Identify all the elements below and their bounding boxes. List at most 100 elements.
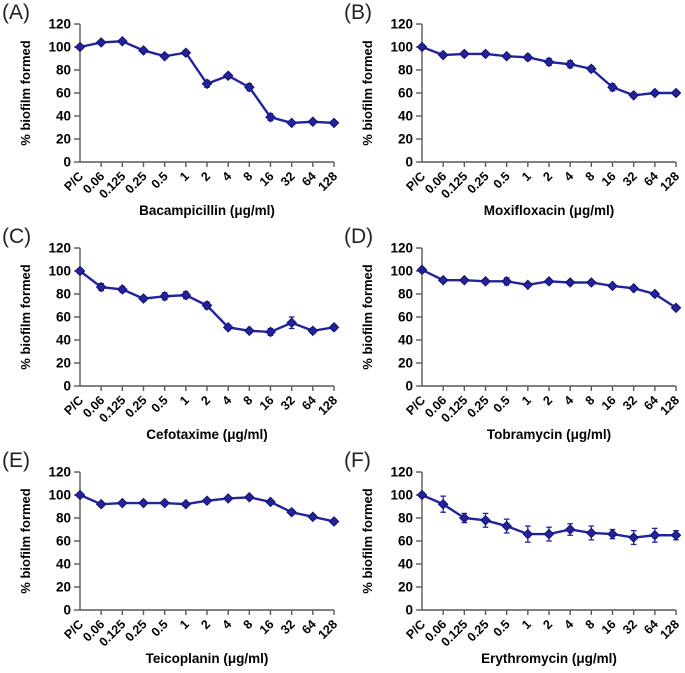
svg-text:100: 100 xyxy=(390,40,413,55)
svg-text:8: 8 xyxy=(241,169,256,184)
chart-panel-f: (F) 0 20 40 60 80 100 120 P/C 0.06 0.125 0.25 0.5 1 2… xyxy=(342,448,685,673)
svg-text:60: 60 xyxy=(56,310,71,325)
chart-panel-d: (D) 0 20 40 60 80 100 120 P/C 0.06 0.125 0.25 0.5 1 2… xyxy=(342,224,685,448)
svg-text:16: 16 xyxy=(257,393,277,413)
svg-text:Bacampicillin (μg/ml): Bacampicillin (μg/ml) xyxy=(139,203,275,218)
svg-text:32: 32 xyxy=(278,169,298,189)
svg-text:0.25: 0.25 xyxy=(465,169,492,196)
svg-text:32: 32 xyxy=(620,169,640,189)
svg-text:32: 32 xyxy=(278,617,298,637)
svg-text:120: 120 xyxy=(390,17,413,32)
svg-text:20: 20 xyxy=(56,132,71,147)
svg-text:0: 0 xyxy=(63,603,71,618)
svg-text:60: 60 xyxy=(398,86,413,101)
svg-text:40: 40 xyxy=(398,109,413,124)
panel-label-c: (C) xyxy=(2,225,32,248)
svg-text:128: 128 xyxy=(315,617,340,642)
svg-text:8: 8 xyxy=(583,393,598,408)
svg-text:80: 80 xyxy=(56,287,71,302)
svg-text:16: 16 xyxy=(257,617,277,637)
svg-text:16: 16 xyxy=(257,169,277,189)
svg-text:Erythromycin (μg/ml): Erythromycin (μg/ml) xyxy=(481,651,617,666)
svg-text:0: 0 xyxy=(405,603,413,618)
svg-text:80: 80 xyxy=(56,63,71,78)
svg-text:32: 32 xyxy=(278,393,298,413)
svg-text:20: 20 xyxy=(56,580,71,595)
svg-text:1: 1 xyxy=(519,617,534,632)
svg-text:2: 2 xyxy=(198,169,213,184)
svg-text:2: 2 xyxy=(198,393,213,408)
svg-text:0.5: 0.5 xyxy=(491,617,513,639)
svg-text:4: 4 xyxy=(561,393,576,408)
svg-text:128: 128 xyxy=(315,169,340,194)
svg-text:64: 64 xyxy=(641,169,661,189)
svg-text:20: 20 xyxy=(398,132,413,147)
panel-label-d: (D) xyxy=(344,225,374,248)
svg-text:120: 120 xyxy=(390,465,413,480)
svg-text:20: 20 xyxy=(56,356,71,371)
svg-text:120: 120 xyxy=(48,241,71,256)
svg-text:4: 4 xyxy=(561,617,576,632)
svg-text:64: 64 xyxy=(299,169,319,189)
svg-text:60: 60 xyxy=(398,534,413,549)
svg-text:16: 16 xyxy=(599,393,619,413)
svg-text:100: 100 xyxy=(390,488,413,503)
svg-text:1: 1 xyxy=(177,617,192,632)
svg-text:1: 1 xyxy=(519,169,534,184)
svg-text:64: 64 xyxy=(641,617,661,637)
svg-text:100: 100 xyxy=(390,264,413,279)
svg-text:64: 64 xyxy=(641,393,661,413)
svg-text:8: 8 xyxy=(583,169,598,184)
svg-text:128: 128 xyxy=(315,393,340,418)
svg-text:40: 40 xyxy=(56,109,71,124)
svg-text:20: 20 xyxy=(398,356,413,371)
svg-text:0.5: 0.5 xyxy=(491,393,513,415)
svg-text:0.5: 0.5 xyxy=(149,393,171,415)
svg-text:100: 100 xyxy=(48,40,71,55)
svg-text:% biofilm formed: % biofilm formed xyxy=(360,264,375,370)
svg-text:80: 80 xyxy=(398,287,413,302)
svg-text:40: 40 xyxy=(398,557,413,572)
svg-text:1: 1 xyxy=(177,393,192,408)
svg-text:16: 16 xyxy=(599,617,619,637)
chart-panel-b: (B) 0 20 40 60 80 100 120 P/C 0.06 0.125 0.25 0.5 1 2… xyxy=(342,0,685,224)
panel-label-a: (A) xyxy=(2,1,30,24)
svg-text:40: 40 xyxy=(56,557,71,572)
svg-text:0.5: 0.5 xyxy=(149,617,171,639)
svg-text:0.25: 0.25 xyxy=(123,617,150,644)
svg-text:% biofilm formed: % biofilm formed xyxy=(18,40,33,146)
svg-text:2: 2 xyxy=(540,169,555,184)
svg-text:% biofilm formed: % biofilm formed xyxy=(360,40,375,146)
svg-text:Teicoplanin (μg/ml): Teicoplanin (μg/ml) xyxy=(146,651,269,666)
svg-text:0.5: 0.5 xyxy=(491,169,513,191)
svg-text:P/C: P/C xyxy=(61,617,86,642)
svg-text:128: 128 xyxy=(657,169,682,194)
svg-text:128: 128 xyxy=(657,617,682,642)
svg-text:% biofilm formed: % biofilm formed xyxy=(18,264,33,370)
svg-text:1: 1 xyxy=(519,393,534,408)
svg-text:0: 0 xyxy=(405,155,413,170)
svg-text:8: 8 xyxy=(241,393,256,408)
svg-text:8: 8 xyxy=(241,617,256,632)
svg-text:P/C: P/C xyxy=(403,169,428,194)
svg-text:0.25: 0.25 xyxy=(123,393,150,420)
svg-text:120: 120 xyxy=(48,465,71,480)
svg-text:4: 4 xyxy=(219,169,234,184)
svg-text:0.25: 0.25 xyxy=(123,169,150,196)
svg-text:60: 60 xyxy=(398,310,413,325)
svg-text:2: 2 xyxy=(540,393,555,408)
panel-label-f: (F) xyxy=(344,449,371,472)
svg-text:64: 64 xyxy=(299,393,319,413)
svg-text:16: 16 xyxy=(599,169,619,189)
svg-text:32: 32 xyxy=(620,617,640,637)
panel-label-e: (E) xyxy=(2,449,30,472)
svg-text:40: 40 xyxy=(56,333,71,348)
svg-text:80: 80 xyxy=(398,63,413,78)
svg-text:P/C: P/C xyxy=(61,393,86,418)
svg-text:20: 20 xyxy=(398,580,413,595)
